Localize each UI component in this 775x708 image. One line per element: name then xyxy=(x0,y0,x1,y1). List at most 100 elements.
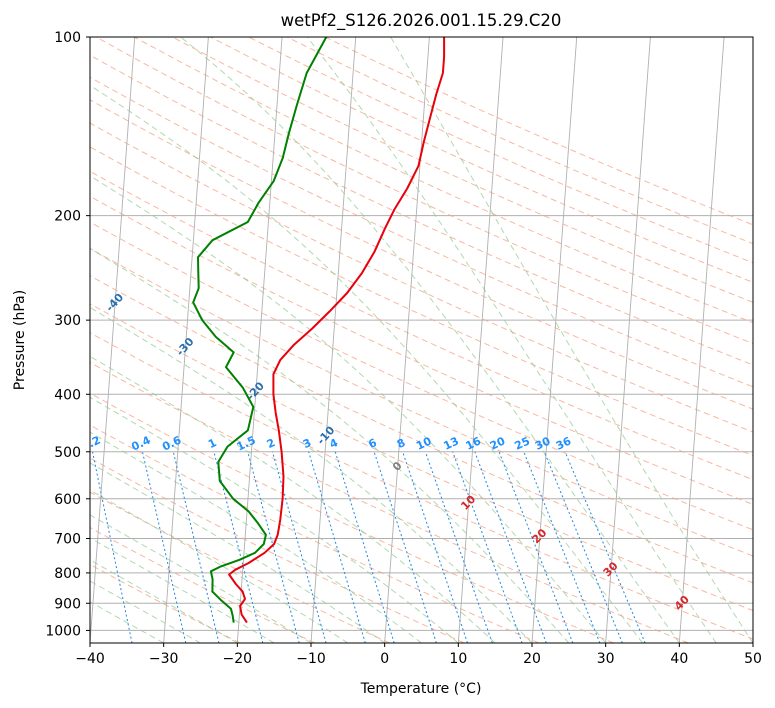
x-tick-label: 40 xyxy=(670,651,688,667)
x-tick-label: −40 xyxy=(75,651,105,667)
dry-adiabat-line xyxy=(133,37,753,324)
isotherm-label: -30 xyxy=(174,335,197,359)
moist-adiabat-label: 40 xyxy=(672,593,692,613)
moist-adiabat-line xyxy=(90,306,533,643)
mixing-ratio-label: 13 xyxy=(442,434,461,452)
dry-adiabat-line xyxy=(90,54,753,366)
mixing-ratio-line xyxy=(141,451,187,643)
moist-adiabat-line xyxy=(90,247,570,643)
isotherm-line xyxy=(163,37,209,643)
dry-adiabat-line xyxy=(90,146,753,457)
moist-adiabat-line xyxy=(90,537,275,643)
x-tick-label: −20 xyxy=(223,651,253,667)
y-tick-label: 1000 xyxy=(45,623,81,639)
moist-adiabat-line xyxy=(390,37,753,643)
mixing-ratio-label: 0.1 xyxy=(33,434,56,454)
x-tick-label: 50 xyxy=(744,651,762,667)
isotherm-line xyxy=(310,37,357,643)
background-line-labels: 0.10.20.40.611.52346810131620253036-100-… xyxy=(33,246,692,613)
moist-adiabat-line xyxy=(90,559,238,643)
mixing-ratio-label: 25 xyxy=(513,435,532,453)
mixing-ratio-label: 0.4 xyxy=(129,433,152,453)
mixing-ratio-label: 20 xyxy=(488,434,508,452)
x-tick-label: 0 xyxy=(380,651,389,667)
moist-adiabat-label: 20 xyxy=(529,526,549,546)
plot-area: 0.10.20.40.611.52346810131620253036-100-… xyxy=(33,37,753,643)
dry-adiabat-line xyxy=(90,491,390,643)
isotherm-label: -50 xyxy=(33,246,56,270)
dry-adiabat-line xyxy=(90,275,753,584)
mixing-ratio-label: 1.5 xyxy=(235,434,258,454)
moist-adiabats xyxy=(90,37,753,643)
mixing-ratio-lines xyxy=(92,451,646,643)
moist-adiabat-line xyxy=(90,431,422,643)
moist-adiabat-line xyxy=(306,37,717,643)
dry-adiabat-line xyxy=(90,247,753,557)
mixing-ratio-line xyxy=(213,451,264,643)
isotherms xyxy=(90,37,753,643)
mixing-ratio-label: 30 xyxy=(533,434,553,452)
dry-adiabat-line xyxy=(90,457,465,643)
mixing-ratio-label: 16 xyxy=(464,434,484,452)
mixing-ratio-line xyxy=(474,451,547,643)
x-tick-label: −30 xyxy=(149,651,179,667)
dewpoint-trace xyxy=(192,37,328,623)
dry-adiabat-line xyxy=(90,170,753,481)
dry-adiabat-line xyxy=(90,332,753,640)
isotherm-line xyxy=(384,37,430,643)
moist-adiabat-label: 0 xyxy=(390,459,405,474)
mixing-ratio-line xyxy=(271,451,327,643)
mixing-ratio-label: 2 xyxy=(265,436,277,451)
y-tick-label: 200 xyxy=(54,209,81,225)
dry-adiabat-line xyxy=(90,76,753,388)
plot-frame xyxy=(89,36,754,644)
y-tick-label: 700 xyxy=(54,532,81,548)
mixing-ratio-label: 8 xyxy=(395,436,407,451)
dry-adiabat-line xyxy=(90,527,315,643)
x-tick-label: 30 xyxy=(597,651,615,667)
dry-adiabat-line xyxy=(90,195,753,505)
sounding-traces xyxy=(192,37,446,624)
mixing-ratio-line xyxy=(308,451,366,643)
y-tick-label: 500 xyxy=(54,445,81,461)
dry-adiabat-line xyxy=(90,99,753,410)
temperature-trace xyxy=(228,37,446,624)
mixing-ratio-line xyxy=(564,451,646,643)
isotherm-label: -20 xyxy=(244,379,267,403)
dry-adiabat-line xyxy=(90,392,614,643)
mixing-ratio-line xyxy=(402,451,468,643)
dry-adiabat-line xyxy=(90,424,540,643)
y-tick-label: 600 xyxy=(54,492,81,508)
x-tick-label: −10 xyxy=(296,651,326,667)
isotherm-line xyxy=(457,37,504,643)
mixing-ratio-label: 10 xyxy=(414,434,434,452)
moist-adiabat-line xyxy=(90,175,607,643)
mixing-ratio-label: 6 xyxy=(366,436,379,451)
dry-adiabat-line xyxy=(172,37,753,303)
isobar-gridlines xyxy=(90,36,753,631)
moist-adiabat-label: 30 xyxy=(601,559,621,579)
isotherm-line xyxy=(752,636,753,643)
dry-adiabat-line xyxy=(248,37,753,264)
dry-adiabat-line xyxy=(90,122,753,433)
isotherm-line xyxy=(531,37,578,643)
mixing-ratio-line xyxy=(172,451,220,643)
mixing-ratio-line xyxy=(498,451,574,643)
mixing-ratio-line xyxy=(92,451,133,643)
chart-title: wetPf2_S126.2026.001.15.29.C20 xyxy=(281,11,562,31)
mixing-ratio-label: 0.6 xyxy=(160,433,183,453)
y-tick-label: 900 xyxy=(54,596,81,612)
y-tick-label: 300 xyxy=(54,313,81,329)
x-axis-ticks: −40 −30 −20 −10 0 10 20 30 40 50 xyxy=(75,643,762,667)
isotherm-line xyxy=(678,37,725,643)
dry-adiabat-line xyxy=(90,221,753,531)
y-axis-title: Pressure (hPa) xyxy=(12,290,28,390)
moist-adiabat-line xyxy=(180,37,680,643)
dry-adiabat-line xyxy=(90,303,753,612)
mixing-ratio-line xyxy=(543,451,623,643)
mixing-ratio-label: 0.2 xyxy=(79,434,102,454)
y-tick-label: 100 xyxy=(54,30,81,46)
dry-adiabat-line xyxy=(90,361,689,643)
dry-adiabat-line xyxy=(90,563,241,643)
mixing-ratio-line xyxy=(373,451,437,643)
